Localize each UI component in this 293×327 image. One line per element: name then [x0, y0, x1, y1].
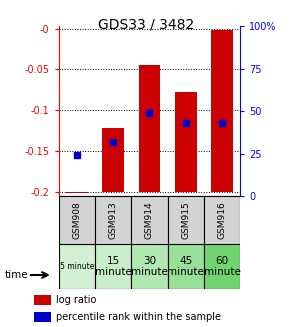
- Bar: [35, 295, 51, 305]
- Bar: [139, 65, 160, 192]
- Bar: [35, 312, 51, 322]
- Text: percentile rank within the sample: percentile rank within the sample: [56, 312, 222, 322]
- Text: GSM913: GSM913: [109, 201, 117, 239]
- Bar: [102, 128, 124, 192]
- Text: time: time: [4, 270, 28, 280]
- Bar: [59, 244, 95, 289]
- Text: 60
minute: 60 minute: [204, 256, 241, 277]
- Bar: [59, 196, 95, 244]
- Text: 45
minute: 45 minute: [167, 256, 204, 277]
- Bar: [131, 244, 168, 289]
- Bar: [204, 196, 240, 244]
- Text: GSM915: GSM915: [181, 201, 190, 239]
- Bar: [66, 192, 88, 193]
- Bar: [204, 244, 240, 289]
- Bar: [168, 244, 204, 289]
- Bar: [211, 30, 233, 192]
- Text: GSM916: GSM916: [218, 201, 226, 239]
- Bar: [95, 196, 131, 244]
- Text: log ratio: log ratio: [56, 295, 97, 305]
- Bar: [131, 196, 168, 244]
- Text: 5 minute: 5 minute: [59, 262, 94, 271]
- Bar: [175, 92, 197, 192]
- Bar: [95, 244, 131, 289]
- Text: GDS33 / 3482: GDS33 / 3482: [98, 18, 195, 32]
- Text: GSM908: GSM908: [72, 201, 81, 239]
- Text: 30
minute: 30 minute: [131, 256, 168, 277]
- Bar: [168, 196, 204, 244]
- Text: 15
minute: 15 minute: [95, 256, 132, 277]
- Text: GSM914: GSM914: [145, 201, 154, 239]
